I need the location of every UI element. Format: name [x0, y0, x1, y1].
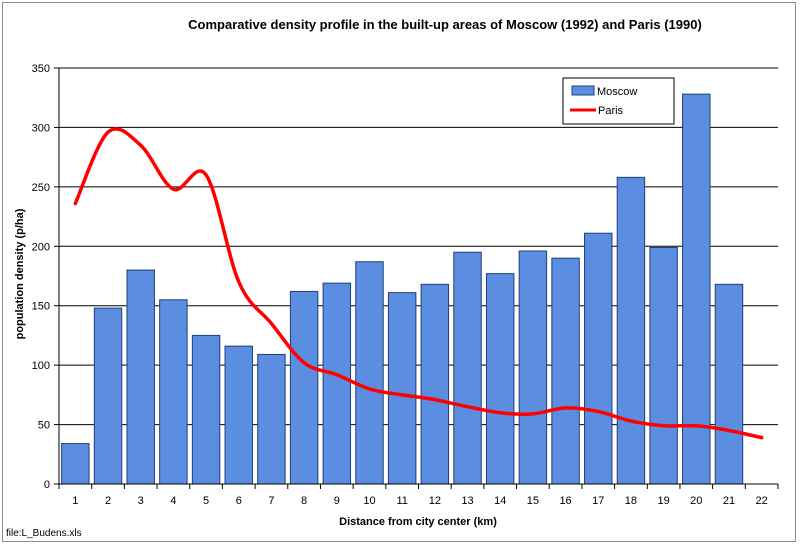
moscow-bar [159, 299, 188, 485]
moscow-bar [649, 246, 678, 485]
moscow-bar [453, 251, 482, 485]
x-tick-label: 3 [138, 495, 144, 507]
x-tick-label: 1 [72, 495, 78, 507]
legend-moscow-swatch [571, 85, 595, 96]
x-tick-label: 18 [625, 495, 637, 507]
x-tick-label: 22 [756, 495, 768, 507]
x-tick-label: 9 [334, 495, 340, 507]
moscow-bar [518, 250, 548, 485]
y-tick-label: 350 [32, 63, 50, 75]
y-tick-labels: 0 50 100 150 200 250 300 350 [32, 63, 59, 491]
y-tick-label: 0 [44, 479, 50, 491]
y-tick-label: 50 [38, 420, 50, 432]
moscow-bar [420, 283, 450, 485]
moscow-bar [551, 257, 580, 485]
moscow-bar [93, 307, 123, 485]
moscow-bar [355, 261, 384, 485]
moscow-bar [682, 93, 711, 485]
x-axis-label: Distance from city center (km) [339, 516, 497, 528]
y-tick-label: 300 [32, 122, 50, 134]
x-tick-label: 15 [527, 495, 539, 507]
x-tick-label: 11 [396, 495, 407, 507]
x-tick-labels: 1 2 3 4 5 6 7 8 9 10 11 12 13 14 15 16 17 18 19 20 21 22 [58, 484, 779, 507]
footer-file-label: file:L_Budens.xls [6, 528, 82, 539]
x-tick-label: 16 [559, 495, 571, 507]
x-tick-label: 19 [657, 495, 669, 507]
x-tick-label: 17 [592, 495, 604, 507]
moscow-bar [289, 290, 319, 485]
x-tick-label: 20 [690, 495, 702, 507]
y-tick-label: 200 [32, 241, 50, 253]
x-tick-label: 2 [105, 495, 111, 507]
moscow-bar [485, 273, 515, 485]
moscow-bar [584, 232, 613, 485]
legend-paris-label: Paris [598, 105, 624, 117]
x-tick-label: 8 [301, 495, 307, 507]
moscow-bar [714, 283, 744, 485]
chart-title: Comparative density profile in the built… [188, 17, 702, 32]
x-tick-label: 10 [363, 495, 375, 507]
x-tick-label: 21 [723, 495, 735, 507]
moscow-bar [224, 345, 253, 485]
x-tick-label: 6 [236, 495, 242, 507]
moscow-bar [616, 176, 646, 485]
y-axis-label: population density (p/ha) [14, 208, 26, 339]
y-tick-label: 100 [32, 360, 50, 372]
moscow-bar [387, 292, 417, 485]
moscow-bar [61, 443, 90, 485]
paris-line [73, 127, 764, 440]
moscow-bar [126, 269, 155, 485]
x-tick-label: 5 [203, 495, 209, 507]
y-tick-label: 150 [32, 301, 50, 313]
legend: Moscow Paris [562, 77, 675, 125]
y-tick-label: 250 [32, 182, 50, 194]
legend-moscow-label: Moscow [597, 86, 637, 98]
legend-box [562, 77, 675, 125]
paris-line-layer [73, 127, 764, 440]
x-tick-label: 4 [170, 495, 176, 507]
moscow-bar [257, 353, 286, 485]
x-tick-label: 12 [429, 495, 441, 507]
x-tick-label: 14 [494, 495, 506, 507]
x-tick-label: 13 [461, 495, 473, 507]
moscow-bar [322, 282, 352, 485]
x-tick-label: 7 [268, 495, 274, 507]
moscow-bar [191, 334, 221, 485]
